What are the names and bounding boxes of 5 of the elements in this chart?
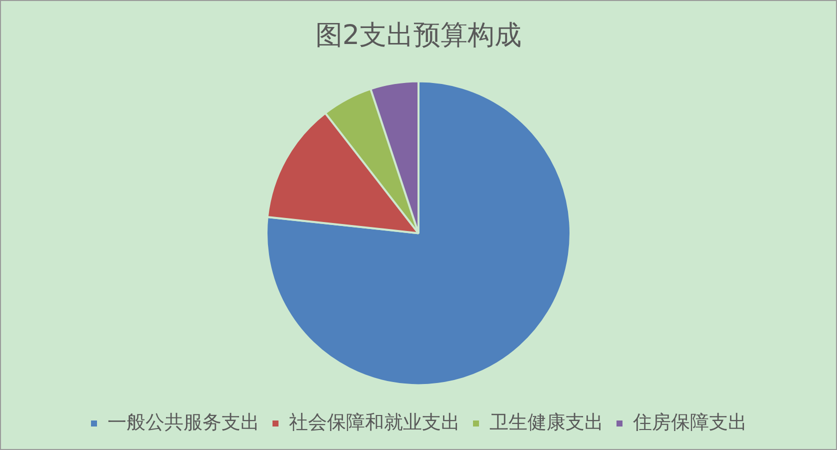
chart-title: 图2支出预算构成 — [315, 20, 522, 52]
legend-label: 卫生健康支出 — [490, 411, 604, 434]
legend-label: 社会保障和就业支出 — [289, 411, 460, 434]
legend-label: 住房保障支出 — [632, 411, 747, 434]
legend-label: 一般公共服务支出 — [108, 411, 260, 434]
